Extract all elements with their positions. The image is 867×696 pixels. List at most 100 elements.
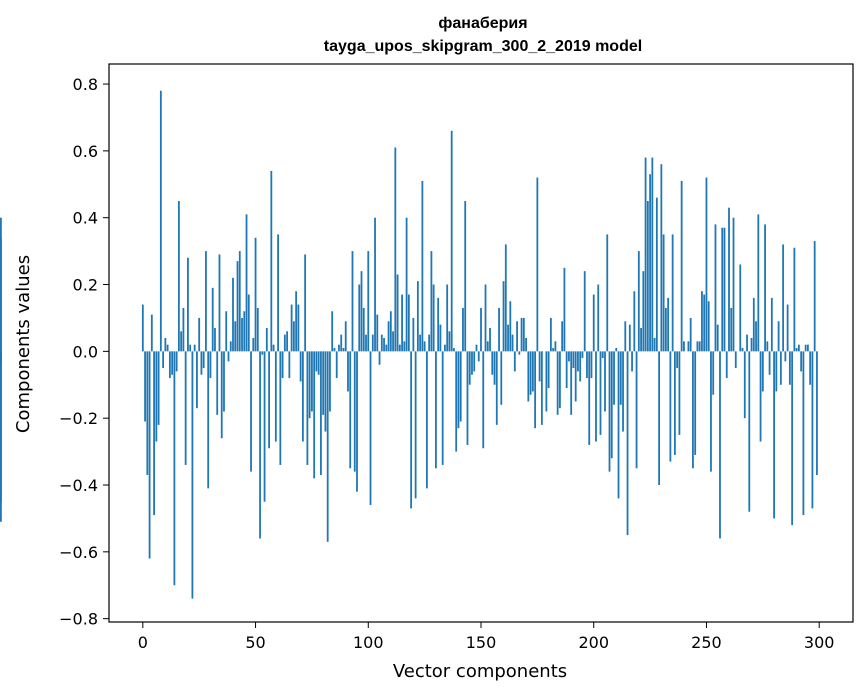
bar <box>755 321 757 352</box>
bar <box>701 291 703 352</box>
chart-title-line1: фанаберия <box>438 15 527 32</box>
bar <box>572 351 575 369</box>
bar <box>660 164 663 352</box>
bar <box>225 311 228 352</box>
bar <box>500 351 503 405</box>
bar <box>716 324 719 352</box>
bar <box>295 291 298 352</box>
bar <box>518 351 521 355</box>
plot-area-frame <box>108 63 854 623</box>
bar <box>398 344 401 352</box>
bar <box>157 351 160 425</box>
bar <box>462 307 464 352</box>
bar <box>177 200 180 352</box>
bar <box>180 331 183 352</box>
bar <box>146 351 149 475</box>
bar <box>162 351 165 369</box>
bar <box>601 351 604 359</box>
x-tick-label: 200 <box>578 633 609 652</box>
bar <box>570 351 573 415</box>
bar <box>579 351 582 382</box>
bar <box>480 307 482 352</box>
bar <box>218 254 221 352</box>
bar <box>773 351 775 519</box>
bar <box>513 351 516 372</box>
bar <box>358 284 361 352</box>
bar <box>595 351 597 442</box>
bar <box>746 334 748 352</box>
bar <box>640 327 642 352</box>
bar <box>182 307 185 352</box>
bar <box>725 351 728 379</box>
bar <box>664 307 667 352</box>
bar <box>599 351 602 435</box>
bar <box>200 351 203 375</box>
bar <box>574 351 577 402</box>
bar <box>617 351 620 499</box>
bar <box>389 311 392 352</box>
bar <box>362 307 365 352</box>
bar <box>730 307 733 352</box>
bar <box>687 341 690 352</box>
bar <box>313 351 316 479</box>
bar <box>324 351 327 432</box>
bar <box>795 348 798 352</box>
bar <box>317 351 320 375</box>
bar <box>604 351 606 412</box>
bar <box>565 351 568 389</box>
bar <box>416 281 419 352</box>
bar <box>536 177 539 352</box>
bar <box>457 351 460 429</box>
bar <box>448 331 451 352</box>
bar <box>150 314 153 352</box>
bar <box>671 234 674 352</box>
bar <box>385 344 388 352</box>
bar <box>797 344 800 352</box>
bar <box>265 327 268 352</box>
bar <box>613 351 615 405</box>
bar <box>683 341 685 352</box>
bar <box>256 307 259 352</box>
x-axis-ticks: 0 50 100 150 200 250 300 <box>138 622 834 652</box>
bar <box>159 90 162 352</box>
bar <box>779 351 782 385</box>
bar <box>642 271 645 352</box>
bar <box>155 351 158 442</box>
bar <box>243 311 246 352</box>
bar <box>759 351 762 442</box>
bar <box>263 351 266 502</box>
bar <box>633 291 636 352</box>
bar <box>743 351 746 419</box>
bar <box>653 337 656 352</box>
bar <box>432 284 435 352</box>
bar <box>207 351 210 489</box>
x-tick-label: 0 <box>138 633 148 652</box>
bar <box>637 251 640 352</box>
bar <box>493 351 496 385</box>
bar <box>581 351 584 359</box>
bar <box>631 351 633 372</box>
bar <box>383 337 385 352</box>
bar <box>301 351 304 442</box>
bar <box>250 351 252 472</box>
bar <box>288 351 291 379</box>
bar <box>509 301 512 352</box>
bar <box>809 351 812 385</box>
bar <box>577 351 579 372</box>
bar <box>750 337 753 352</box>
bar <box>220 351 223 439</box>
bar <box>0 351 2 502</box>
y-tick-label: −0.8 <box>59 610 98 629</box>
bar <box>646 200 649 352</box>
bar <box>491 351 494 375</box>
bar <box>371 334 374 352</box>
y-axis-label: Components values <box>13 255 34 433</box>
bar <box>540 351 543 425</box>
bar <box>455 351 458 452</box>
bar <box>412 317 415 352</box>
bar <box>281 351 284 379</box>
bar <box>586 351 588 379</box>
bar <box>705 177 708 352</box>
bar <box>0 217 2 352</box>
